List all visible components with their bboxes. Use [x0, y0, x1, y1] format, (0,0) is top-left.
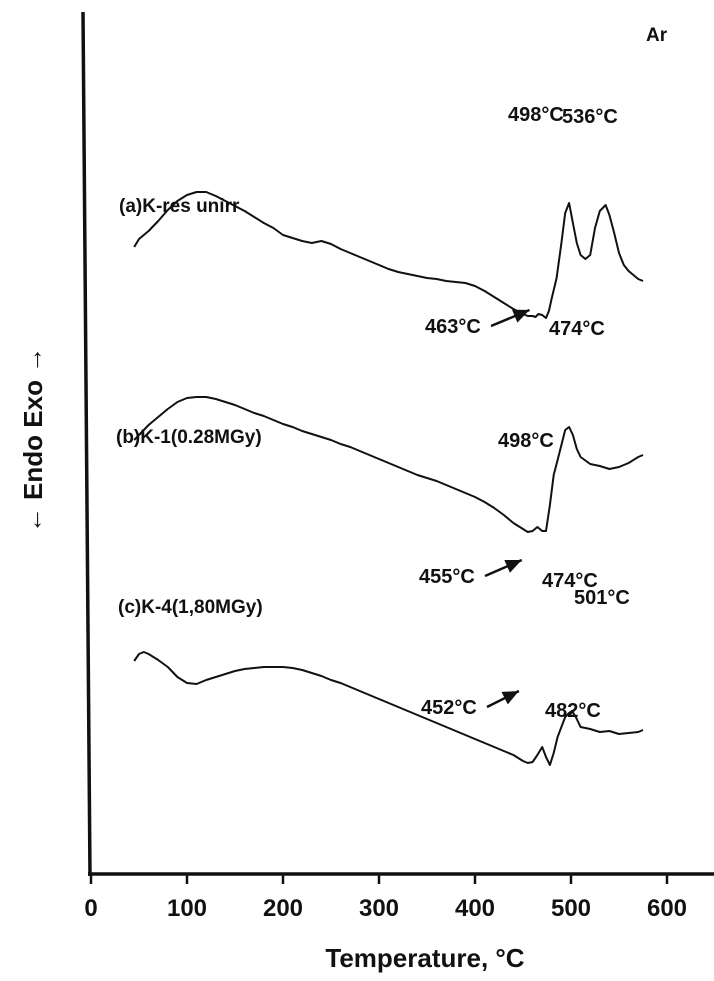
peak-label: 501°C	[574, 587, 630, 609]
peak-label: 474°C	[549, 318, 605, 340]
peak-label: 536°C	[562, 106, 618, 128]
peak-label: 498°C	[508, 104, 564, 126]
series-line	[133, 651, 644, 766]
y-axis-title: ← Endo Exo →	[18, 347, 48, 533]
peak-label: 455°C	[419, 566, 475, 588]
x-tick-label: 200	[263, 895, 303, 922]
x-tick-label: 300	[359, 895, 399, 922]
peak-label: 463°C	[425, 316, 481, 338]
x-tick-label: 0	[84, 895, 97, 922]
series-label: (b)K-1(0.28MGy)	[116, 427, 262, 448]
series-line	[133, 191, 644, 319]
x-tick-label: 400	[455, 895, 495, 922]
series-label: (a)K-res unirr	[119, 196, 240, 217]
peak-label: 452°C	[421, 697, 477, 719]
peak-label: 498°C	[498, 430, 554, 452]
labels: (a)K-res unirr (b)K-1(0.28MGy) (c)K-4(1,80…	[116, 104, 630, 722]
x-tick-label: 500	[551, 895, 591, 922]
series-line	[133, 396, 644, 533]
peak-label: 474°C	[542, 570, 598, 592]
x-tick-label: 100	[167, 895, 207, 922]
peak-label: 482°C	[545, 700, 601, 722]
atmosphere-label: Ar	[646, 25, 668, 46]
series-label: (c)K-4(1,80MGy)	[118, 597, 263, 618]
curves	[133, 191, 644, 766]
arrow-head	[504, 559, 522, 573]
arrow-head	[512, 309, 530, 323]
x-ticks: 0 100 200 300 400 500 600	[84, 874, 687, 922]
x-axis-title: Temperature, °C	[325, 943, 524, 973]
axes	[81, 11, 714, 877]
arrows	[484, 308, 530, 709]
arrow-head	[501, 691, 519, 705]
y-axis-line	[81, 11, 92, 877]
x-tick-label: 600	[647, 895, 687, 922]
